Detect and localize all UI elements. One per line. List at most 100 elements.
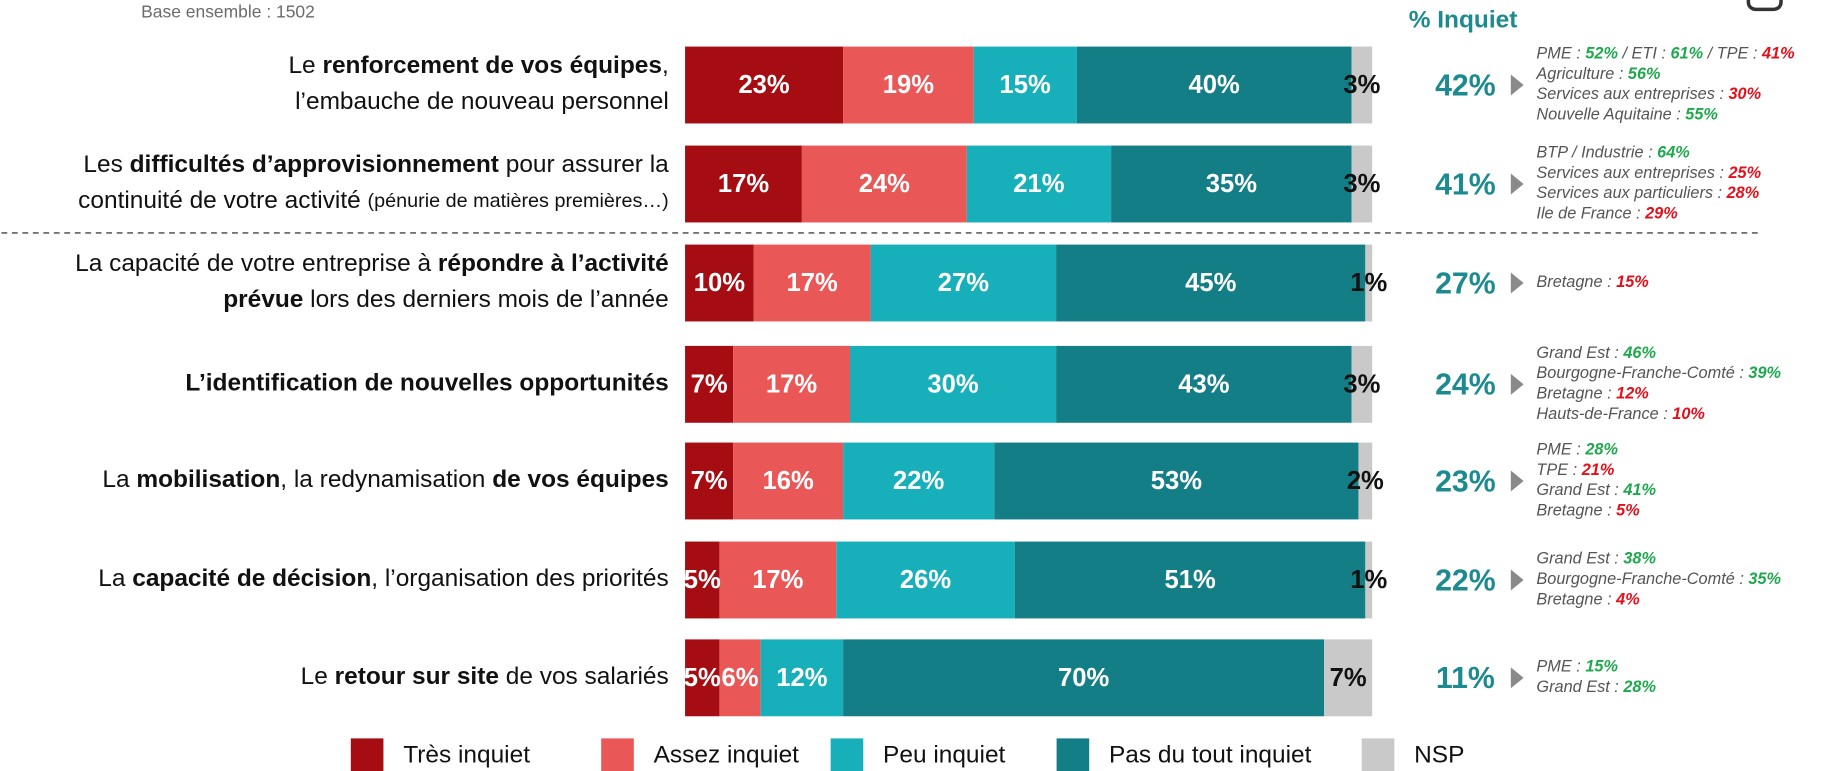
note: TPE : 21% <box>1536 461 1614 479</box>
inquiet-value: 41% <box>1435 168 1496 201</box>
bar-segment <box>1358 442 1373 520</box>
note-part: / ETI : <box>1618 45 1671 63</box>
bar-segment <box>801 145 967 223</box>
bar-segment <box>843 46 974 124</box>
note: Bretagne : 4% <box>1536 591 1640 609</box>
value-label: 40% <box>1189 71 1240 99</box>
note-part: 41% <box>1761 45 1795 63</box>
value-label: 23% <box>738 71 789 99</box>
note-part: 29% <box>1644 205 1678 223</box>
bar-segment <box>1056 345 1352 423</box>
label-part: , la redynamisation <box>280 466 492 493</box>
note-part: Bretagne : <box>1536 591 1616 609</box>
note-part: 10% <box>1672 405 1705 423</box>
note: Bourgogne-Franche-Comté : 39% <box>1536 364 1781 382</box>
note-part: 30% <box>1728 86 1761 104</box>
legend-swatch <box>601 738 634 771</box>
arrow <box>1510 569 1524 591</box>
note-part: 4% <box>1615 591 1640 609</box>
note-part: Nouvelle Aquitaine : <box>1536 106 1685 124</box>
bar-segment <box>753 244 871 322</box>
note: Nouvelle Aquitaine : 55% <box>1536 106 1718 124</box>
label-part: retour sur site <box>335 663 499 690</box>
label-part: l’embauche de nouveau personnel <box>295 89 669 116</box>
value-label: 51% <box>1164 566 1215 594</box>
note-part: Services aux particuliers : <box>1536 185 1726 203</box>
value-label: 12% <box>776 664 827 692</box>
bar-segment <box>685 541 720 619</box>
value-label: 17% <box>787 269 838 297</box>
category-label: Le renforcement de vos équipes, <box>288 52 668 79</box>
note-part: 5% <box>1616 502 1640 520</box>
bar-segment <box>1351 145 1373 223</box>
arrow <box>1510 470 1524 492</box>
category-label: Le retour sur site de vos salariés <box>301 663 669 690</box>
bar-segment <box>843 639 1325 717</box>
note: Bretagne : 15% <box>1536 273 1649 291</box>
category-label: Les difficultés d’approvisionnement pour… <box>83 151 669 178</box>
value-label: 17% <box>766 370 817 398</box>
note-part: Services aux entreprises : <box>1536 164 1728 182</box>
bar-segment <box>1056 244 1366 322</box>
note-part: Bretagne : <box>1536 502 1616 520</box>
arrow <box>1510 373 1524 395</box>
value-label: 17% <box>718 170 769 198</box>
value-label: 3% <box>1343 170 1380 198</box>
bar-segment <box>685 46 844 124</box>
note-part: 46% <box>1622 344 1656 362</box>
bar-segment <box>733 442 844 520</box>
bar-segment <box>733 345 850 423</box>
note-part: Agriculture : <box>1535 65 1627 83</box>
value-label: 21% <box>1013 170 1064 198</box>
bar-segment <box>1111 145 1352 223</box>
value-label: 10% <box>694 269 745 297</box>
note-part: 28% <box>1622 678 1656 696</box>
bar-segment <box>685 145 802 223</box>
label-part: mobilisation <box>136 466 280 493</box>
note-part: 41% <box>1622 482 1656 500</box>
value-label: 30% <box>927 370 978 398</box>
label-part: pour assurer la <box>499 151 669 178</box>
legend-swatch <box>830 738 864 771</box>
bar-segment <box>719 541 837 619</box>
bar-segment <box>1351 345 1373 423</box>
note: Agriculture : 56% <box>1535 65 1661 83</box>
bar-segment <box>1365 541 1373 619</box>
label-part: répondre à l’activité <box>438 250 669 277</box>
label-part: La <box>98 565 132 592</box>
value-label: 7% <box>1330 664 1367 692</box>
category-label: continuité de votre activité (pénurie de… <box>78 188 669 215</box>
note: PME : 15% <box>1536 658 1618 676</box>
bar-segment <box>685 244 754 322</box>
bar-segment <box>966 145 1112 223</box>
note-part: Ile de France : <box>1536 205 1645 223</box>
note-part: Grand Est : <box>1536 550 1623 568</box>
arrow <box>1510 667 1524 689</box>
category-label: La capacité de votre entreprise à répond… <box>75 250 669 277</box>
bar-segment <box>1076 46 1352 124</box>
note-part: Grand Est : <box>1536 482 1623 500</box>
note-part: 15% <box>1585 658 1618 676</box>
inquiet-value: 22% <box>1435 564 1496 597</box>
arrow <box>1510 272 1524 294</box>
bar-segment <box>685 442 734 520</box>
value-label: 3% <box>1343 370 1380 398</box>
note-part: 52% <box>1585 45 1618 63</box>
arrow <box>1510 74 1524 96</box>
note-part: PME : <box>1536 45 1585 63</box>
value-label: 15% <box>1000 71 1051 99</box>
category-label: La capacité de décision, l’organisation … <box>98 565 669 592</box>
note-part: 39% <box>1748 364 1781 382</box>
note-part: PME : <box>1536 441 1585 459</box>
note-part: Bourgogne-Franche-Comté : <box>1536 570 1748 588</box>
label-part: continuité de votre activité <box>78 188 367 215</box>
note-part: 64% <box>1657 144 1690 162</box>
note-part: 12% <box>1616 385 1649 403</box>
inquiet-value: 27% <box>1435 267 1496 300</box>
legend-label: Peu inquiet <box>883 741 1005 768</box>
bar-segment <box>1365 244 1373 322</box>
note-part: / TPE : <box>1703 45 1762 63</box>
value-label: 24% <box>859 170 910 198</box>
label-part: lors des derniers mois de l’année <box>303 287 668 314</box>
